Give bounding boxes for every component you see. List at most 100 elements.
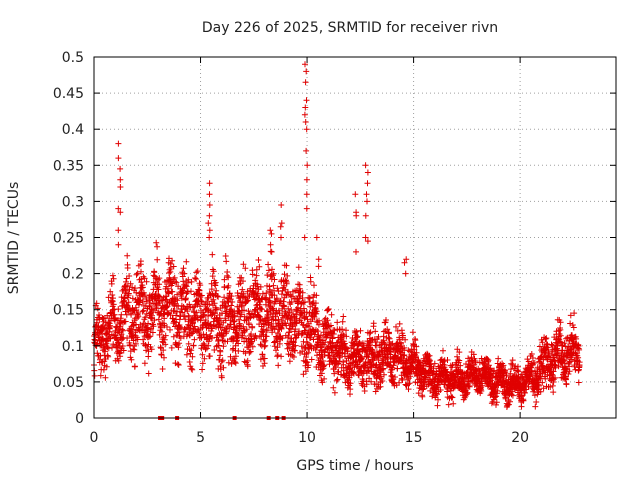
data-point <box>107 288 114 295</box>
data-point <box>528 351 535 357</box>
data-point <box>308 356 315 363</box>
data-point <box>247 348 254 355</box>
data-point <box>284 272 291 279</box>
data-point <box>142 314 149 321</box>
data-point <box>244 288 251 295</box>
data-point <box>493 399 500 406</box>
data-point <box>111 311 118 318</box>
data-point <box>434 402 441 409</box>
data-point <box>380 328 387 335</box>
data-point <box>303 147 310 154</box>
data-point <box>153 239 160 246</box>
data-point <box>557 339 564 346</box>
data-point <box>102 348 109 355</box>
data-point <box>213 306 220 313</box>
data-point <box>316 317 322 324</box>
data-point <box>240 323 247 330</box>
data-point <box>159 366 166 372</box>
data-point <box>126 273 133 279</box>
data-point <box>311 331 318 338</box>
data-point <box>173 279 180 286</box>
data-point <box>350 370 357 377</box>
data-point <box>278 318 285 324</box>
data-point <box>319 366 326 373</box>
data-point <box>494 387 501 394</box>
data-point <box>381 371 387 378</box>
data-point <box>217 348 224 355</box>
data-point <box>266 303 273 309</box>
data-point <box>444 369 451 376</box>
data-point <box>366 375 373 382</box>
data-point <box>324 317 331 324</box>
data-point <box>175 362 182 368</box>
data-point <box>170 333 177 340</box>
data-point <box>228 302 235 309</box>
data-point <box>279 335 286 342</box>
data-point <box>206 301 213 308</box>
data-point <box>218 374 225 381</box>
data-point <box>315 256 322 263</box>
data-point <box>100 315 107 322</box>
y-tick-label: 0.5 <box>62 50 84 66</box>
data-point <box>117 165 124 172</box>
data-point <box>426 357 433 364</box>
data-point <box>164 311 171 318</box>
data-point <box>576 346 583 353</box>
data-point <box>342 344 349 351</box>
data-point <box>240 290 247 297</box>
data-point <box>292 342 299 349</box>
data-point <box>256 263 263 270</box>
data-point <box>208 286 215 293</box>
data-point <box>268 248 275 255</box>
data-point <box>292 326 299 333</box>
data-point <box>188 347 195 354</box>
data-point <box>563 381 570 388</box>
data-point <box>186 359 193 365</box>
data-point <box>330 331 337 337</box>
data-point <box>157 324 164 331</box>
data-point <box>122 318 129 325</box>
data-point <box>405 386 412 393</box>
data-point <box>567 320 574 327</box>
data-point <box>435 396 441 403</box>
data-point <box>132 285 138 292</box>
data-point <box>302 61 308 68</box>
data-point <box>253 334 260 341</box>
data-point <box>222 253 229 259</box>
data-point <box>185 340 192 347</box>
data-point <box>194 268 201 275</box>
data-point <box>429 393 436 400</box>
data-point <box>141 275 148 282</box>
data-point <box>275 362 282 369</box>
data-point <box>265 267 272 274</box>
data-point <box>124 252 131 259</box>
data-point <box>91 372 98 379</box>
data-point <box>119 343 126 349</box>
data-point <box>321 341 327 348</box>
data-point <box>337 354 343 361</box>
data-point <box>133 271 140 278</box>
data-point <box>509 388 516 395</box>
data-point <box>125 299 132 306</box>
data-point <box>303 191 310 198</box>
data-point <box>174 297 181 304</box>
data-point <box>339 326 346 333</box>
data-point <box>191 323 198 330</box>
data-point <box>164 324 170 330</box>
data-point <box>343 327 349 334</box>
data-point <box>200 331 207 338</box>
data-point <box>228 360 235 367</box>
data-point <box>241 307 247 314</box>
data-point <box>379 378 386 384</box>
data-point <box>412 337 419 344</box>
data-point <box>174 291 181 298</box>
y-tick-label: 0.2 <box>62 267 84 283</box>
data-point <box>244 298 251 304</box>
data-point <box>302 119 309 125</box>
data-point <box>487 365 494 372</box>
data-point <box>162 341 169 348</box>
data-point <box>402 336 409 343</box>
data-point <box>347 380 354 387</box>
data-point <box>134 336 141 343</box>
data-point <box>196 287 203 294</box>
